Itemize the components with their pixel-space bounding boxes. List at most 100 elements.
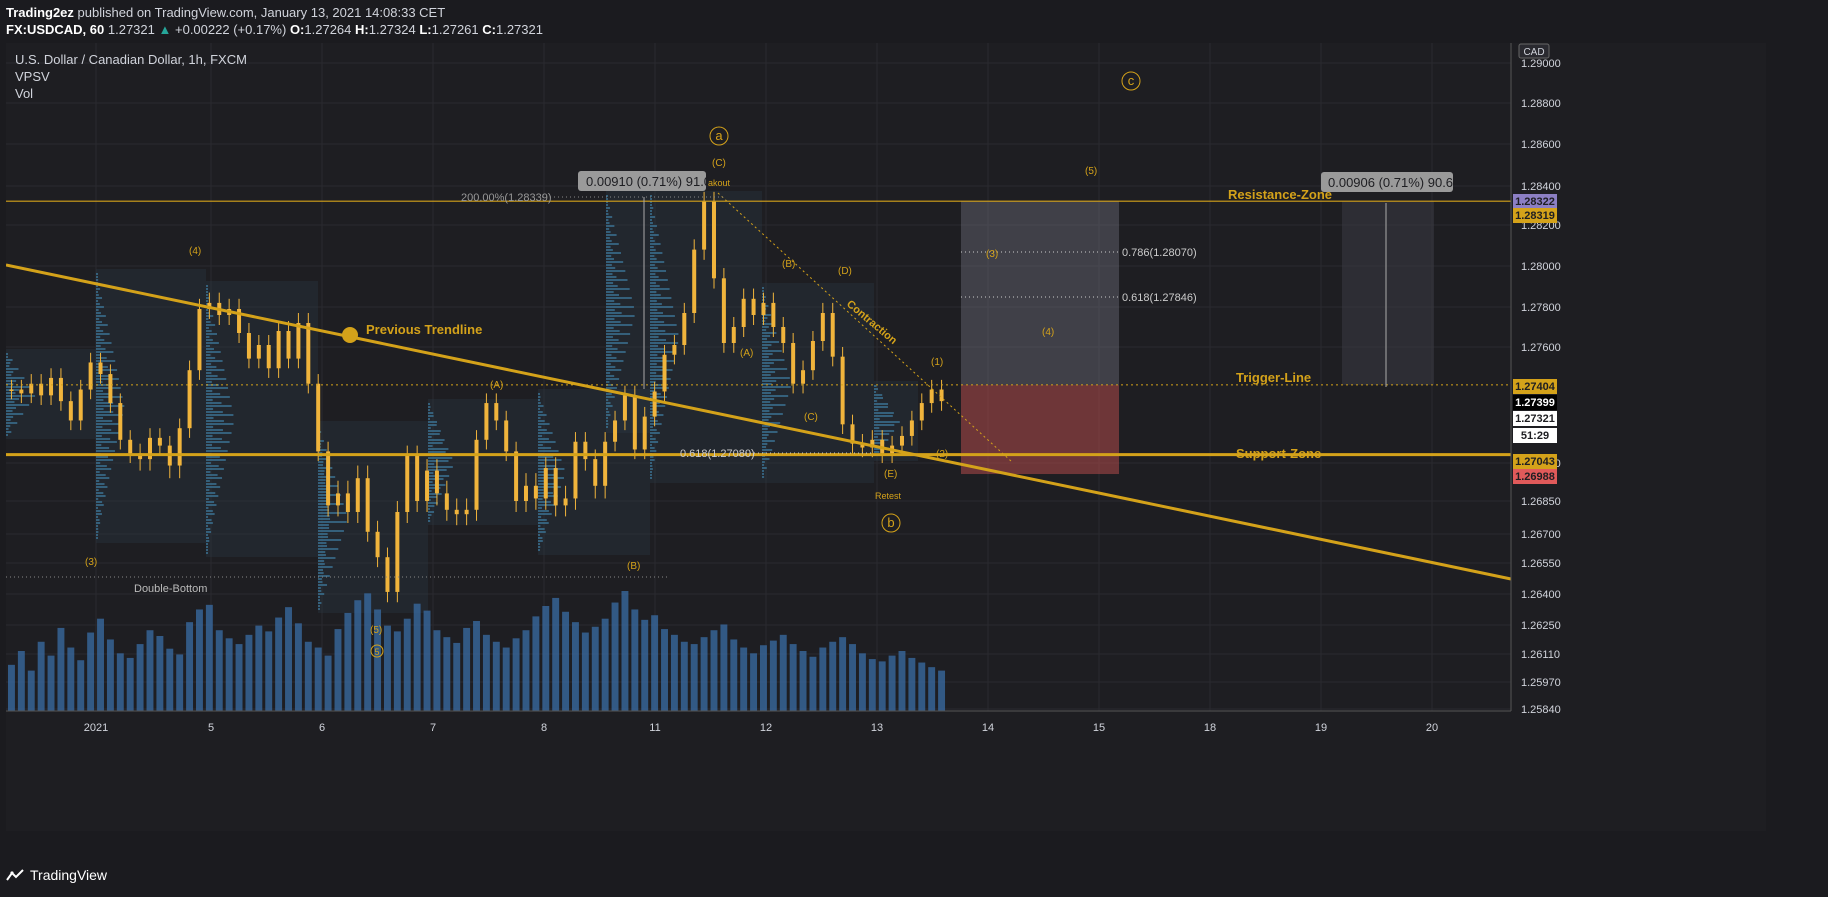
badge-bg (1513, 428, 1557, 443)
profile-bar (428, 493, 442, 495)
profile-bar (650, 267, 658, 269)
profile-bar (96, 345, 101, 347)
candle-body (365, 478, 370, 532)
profile-bar (650, 291, 657, 293)
profile-bar (206, 465, 219, 467)
profile-bar (318, 506, 329, 508)
profile-bar (206, 360, 223, 362)
profile-bar (650, 300, 657, 302)
profile-bar (318, 470, 325, 472)
profile-bar (428, 490, 432, 492)
volume-bar (126, 657, 134, 711)
profile-bar (206, 285, 208, 287)
profile-bar (762, 386, 791, 388)
profile-bar (206, 294, 208, 296)
instrument-title[interactable]: U.S. Dollar / Canadian Dollar, 1h, FXCM (15, 52, 247, 67)
profile-bar (762, 470, 764, 472)
profile-bar (428, 409, 430, 411)
profile-bar (206, 543, 208, 545)
wave-label: (4) (1042, 327, 1054, 338)
profile-bar (538, 420, 545, 422)
volume-bar (275, 617, 283, 711)
profile-bar (606, 267, 616, 269)
profile-bar (606, 300, 615, 302)
profile-bar (428, 520, 431, 522)
volume-bar (196, 609, 203, 711)
candle-body (721, 278, 726, 343)
measurement-box-2: 0.00906 (0.71%) 90.6 (1321, 172, 1453, 192)
price-chart[interactable]: 0.00910 (0.71%) 91.0 0.00906 (0.71%) 90.6… (6, 43, 1766, 831)
author-name[interactable]: Trading2ez (6, 5, 74, 20)
profile-bar (6, 404, 30, 406)
profile-bar (606, 360, 624, 362)
profile-bar (606, 261, 624, 263)
chart-area[interactable]: 0.00910 (0.71%) 91.0 0.00906 (0.71%) 90.6… (6, 43, 1766, 831)
profile-bar (874, 391, 876, 393)
profile-bar (206, 312, 210, 314)
profile-bar (538, 465, 556, 467)
profile-bar (762, 401, 771, 403)
profile-bar (206, 525, 208, 527)
profile-bar (762, 350, 782, 352)
profile-bar (206, 303, 209, 305)
profile-bar (538, 414, 547, 416)
profile-bar (6, 368, 19, 370)
profile-bar (96, 423, 121, 425)
profile-bar (650, 342, 679, 344)
candle-body (385, 557, 390, 592)
volume-bar (225, 638, 233, 711)
profile-bar (96, 489, 99, 491)
candle-body (751, 298, 756, 315)
profile-bar (6, 356, 8, 358)
profile-bar (874, 451, 880, 453)
profile-bar (96, 516, 98, 518)
indicator-vpsv[interactable]: VPSV (15, 69, 50, 84)
profile-bar (428, 460, 449, 462)
volume-bars (8, 591, 946, 711)
tradingview-logo[interactable]: TradingView (6, 867, 107, 883)
profile-bar (318, 581, 323, 583)
profile-bar (650, 258, 657, 260)
profile-bar (318, 458, 330, 460)
profile-bar (6, 383, 14, 385)
profile-bar (6, 395, 36, 397)
wave-label-circled: c (1121, 71, 1141, 91)
profile-bar (874, 430, 895, 432)
profile-bar (762, 404, 786, 406)
profile-bar (650, 366, 664, 368)
profile-bar (538, 441, 556, 443)
candle-body (514, 451, 519, 501)
profile-bar (762, 392, 771, 394)
profile-bar (6, 359, 13, 361)
profile-bar (538, 480, 545, 482)
profile-bar (318, 497, 328, 499)
profile-bar (206, 504, 217, 506)
profile-bar (428, 481, 433, 483)
profile-bar (606, 315, 635, 317)
profile-bar (206, 375, 218, 377)
candle-body (58, 377, 63, 402)
profile-bar (428, 505, 435, 507)
profile-bar (538, 486, 561, 488)
measurement-box-1: 0.00910 (0.71%) 91.0 (578, 171, 711, 191)
candle-body (781, 327, 786, 343)
indicator-vol[interactable]: Vol (15, 86, 34, 101)
profile-bar (96, 384, 111, 386)
profile-bar (874, 409, 879, 411)
profile-bar (206, 420, 224, 422)
profile-bar (762, 473, 764, 475)
wave-text: 5 (374, 647, 379, 657)
profile-bar (650, 477, 652, 479)
profile-bar (318, 605, 320, 607)
profile-bar (96, 303, 100, 305)
symbol-label[interactable]: FX:USDCAD, 60 (6, 22, 105, 37)
volume-bar (463, 627, 471, 711)
profile-bar (762, 422, 781, 424)
profile-bar (206, 417, 214, 419)
close-label: C: (482, 22, 496, 37)
profile-bar (650, 303, 662, 305)
profile-bar (650, 408, 654, 410)
volume-bar (700, 637, 708, 711)
retest-label: Retest (875, 491, 902, 501)
volume-bar (661, 629, 668, 711)
